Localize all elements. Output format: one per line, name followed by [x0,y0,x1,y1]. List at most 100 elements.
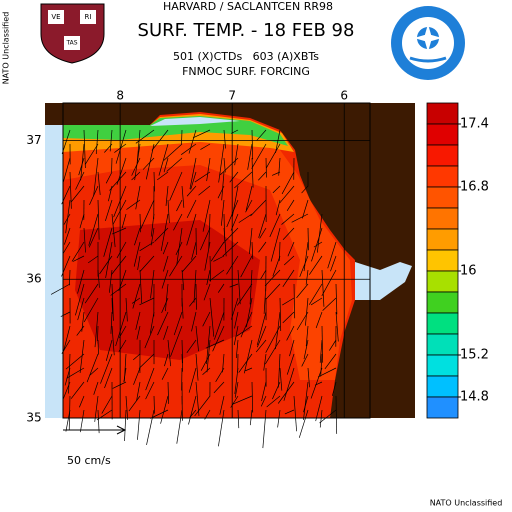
arrow [176,199,183,212]
arrow [163,255,169,272]
colorbar-tick-label: 17.4 [460,117,489,132]
arrow [191,311,197,332]
arrow [200,353,211,371]
arrow [234,311,239,329]
arrow [181,255,197,273]
arrow [181,185,185,208]
arrow [208,213,211,249]
arrow [237,269,241,305]
arrow [335,395,338,434]
arrow [251,241,254,260]
arrow [139,255,155,272]
arrow [64,367,71,386]
arrow [161,297,169,313]
arrow [202,199,211,232]
arrow [175,241,183,256]
arrow [103,227,113,257]
colorbar-swatch [426,270,459,293]
arrow [104,367,113,389]
arrow [195,381,200,416]
arrow [265,143,281,169]
arrow [206,269,211,286]
arrow [210,241,225,262]
arrow [229,283,239,288]
arrow [190,171,197,190]
arrow [109,269,113,293]
arrow [70,185,85,203]
colorbar-tick-label: 16.8 [460,180,489,195]
arrow [235,339,239,359]
colorbar-tick-label: 14.8 [460,390,489,405]
arrow [188,395,197,425]
arrow [223,129,226,149]
arrow [220,199,225,226]
arrow [83,227,86,253]
arrow [140,199,155,229]
arrow [303,339,309,360]
arrow [128,395,141,412]
shield-word: TAS [65,40,77,47]
arrow [145,381,155,400]
arrow [301,185,309,194]
arrow [173,311,183,336]
arrow [134,227,141,246]
arrow [310,367,323,399]
colorbar-swatch [426,207,459,230]
arrow [255,339,267,353]
arrow [162,241,169,255]
arrow [111,297,113,314]
arrow [150,213,155,237]
arrow [271,171,281,176]
arrow [237,409,240,429]
arrow [256,311,267,346]
arrow [88,227,99,248]
arrow [79,213,85,229]
arrow [65,353,85,370]
arrow [234,381,239,398]
arrow [249,227,253,255]
arrow [136,325,141,340]
arrow [277,409,281,428]
arrow [244,367,253,372]
arrow [68,353,71,394]
arrow [153,395,155,414]
arrow [69,171,72,209]
arrow [79,339,85,374]
arrow [105,339,113,361]
arrow [131,171,141,181]
scale-label: 50 cm/s [67,454,111,467]
arrow [157,171,169,181]
arrow [240,311,253,338]
arrow [89,367,99,376]
arrow [296,283,309,299]
forcing: FNMOC SURF. FORCING [182,65,310,78]
arrow [195,353,199,381]
arrow [330,255,337,272]
arrow [136,129,141,163]
arrow [317,367,337,378]
arrow [296,311,309,331]
arrow [181,353,183,372]
arrow [167,339,171,367]
arrow [247,143,253,170]
arrow [264,339,281,365]
title: SURF. TEMP. - 18 FEB 98 [138,20,355,41]
arrow [200,143,211,150]
arrow [232,395,253,405]
map-field [45,103,415,418]
arrow [139,213,141,233]
arrow [215,367,225,383]
arrow [64,227,71,245]
colorbar-swatch [426,123,459,146]
arrow [112,199,127,225]
arrow [259,227,267,239]
arrow [154,227,169,242]
arrow [186,185,197,197]
arrow [270,227,281,262]
arrow [279,297,282,331]
arrow [149,311,155,334]
arrow [245,199,253,213]
arrow [70,381,85,399]
arrow [176,227,183,266]
arrow [238,213,253,223]
